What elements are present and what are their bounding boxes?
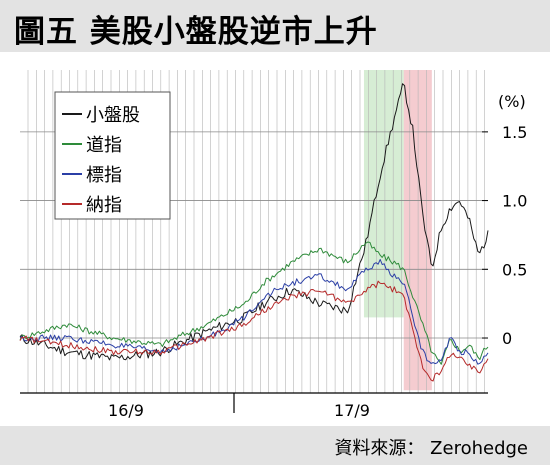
source-bar: 資料來源： Zerohedge bbox=[0, 426, 550, 465]
source-note: 資料來源： Zerohedge bbox=[334, 438, 528, 459]
title-bar: 圖五 美股小盤股逆市上升 bbox=[0, 0, 550, 52]
y-tick-label: 1.5 bbox=[502, 123, 527, 142]
y-tick-label: 0 bbox=[502, 329, 512, 348]
series-line-sp500 bbox=[19, 259, 489, 365]
series-line-nasdaq bbox=[19, 280, 489, 382]
legend-label-small-cap: 小盤股 bbox=[86, 105, 140, 126]
y-tick-label: 1.0 bbox=[502, 192, 527, 211]
legend-label-nasdaq: 納指 bbox=[86, 195, 122, 216]
x-tick-label-16-9: 16/9 bbox=[108, 401, 144, 420]
x-tick-label-17-9: 17/9 bbox=[334, 401, 370, 420]
legend-label-sp500: 標指 bbox=[86, 165, 122, 186]
legend-label-dow: 道指 bbox=[86, 135, 122, 156]
chart-title: 圖五 美股小盤股逆市上升 bbox=[14, 14, 378, 50]
highlight-band-green bbox=[363, 70, 404, 318]
series-lines bbox=[19, 83, 489, 382]
series-line-small-cap bbox=[19, 83, 489, 361]
series-line-dow bbox=[19, 241, 489, 365]
highlight-band-red bbox=[403, 70, 432, 391]
y-axis-ticks: 0 0.5 1.0 1.5 bbox=[482, 123, 527, 348]
y-tick-label: 0.5 bbox=[502, 260, 527, 279]
gridlines bbox=[20, 70, 488, 393]
y-unit-label: (%) bbox=[498, 92, 526, 111]
